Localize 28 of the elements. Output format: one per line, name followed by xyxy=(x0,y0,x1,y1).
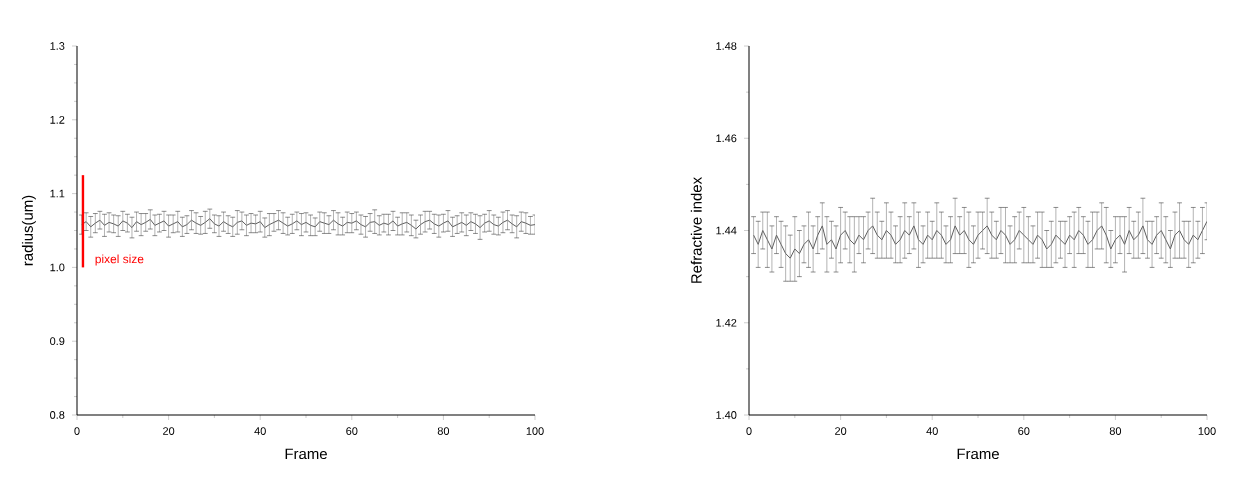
y-tick-label: 1.44 xyxy=(716,226,737,235)
x-tick-label: 100 xyxy=(1198,427,1216,435)
y-tick-label: 1.0 xyxy=(50,263,65,272)
y-axis-title: radius(um) xyxy=(21,195,36,266)
y-tick-label: 1.2 xyxy=(50,115,65,124)
y-tick-label: 0.9 xyxy=(50,337,65,346)
x-tick-label: 40 xyxy=(254,427,266,435)
x-tick-label: 100 xyxy=(526,427,544,435)
x-tick-label: 0 xyxy=(74,427,80,435)
x-tick-label: 40 xyxy=(926,427,938,435)
y-tick-label: 1.3 xyxy=(50,42,65,50)
y-tick-label: 1.1 xyxy=(50,189,65,198)
y-tick-label: 1.42 xyxy=(716,318,737,327)
x-tick-label: 60 xyxy=(346,427,358,435)
x-tick-label: 60 xyxy=(1018,427,1030,435)
y-tick-label: 1.48 xyxy=(716,42,737,50)
x-axis-title: Frame xyxy=(285,448,327,460)
series-label: pixel size xyxy=(95,254,144,266)
x-tick-label: 80 xyxy=(437,427,450,435)
y-tick-label: 1.46 xyxy=(716,134,737,143)
x-tick-label: 20 xyxy=(835,427,847,435)
y-axis-title: Refractive index xyxy=(690,177,702,283)
x-tick-label: 20 xyxy=(163,427,175,435)
x-axis-title: Frame xyxy=(957,448,999,460)
y-tick-label: 0.8 xyxy=(50,411,65,419)
x-tick-label: 80 xyxy=(1109,427,1122,435)
y-tick-label: 1.40 xyxy=(716,411,737,419)
x-tick-label: 0 xyxy=(746,427,752,435)
